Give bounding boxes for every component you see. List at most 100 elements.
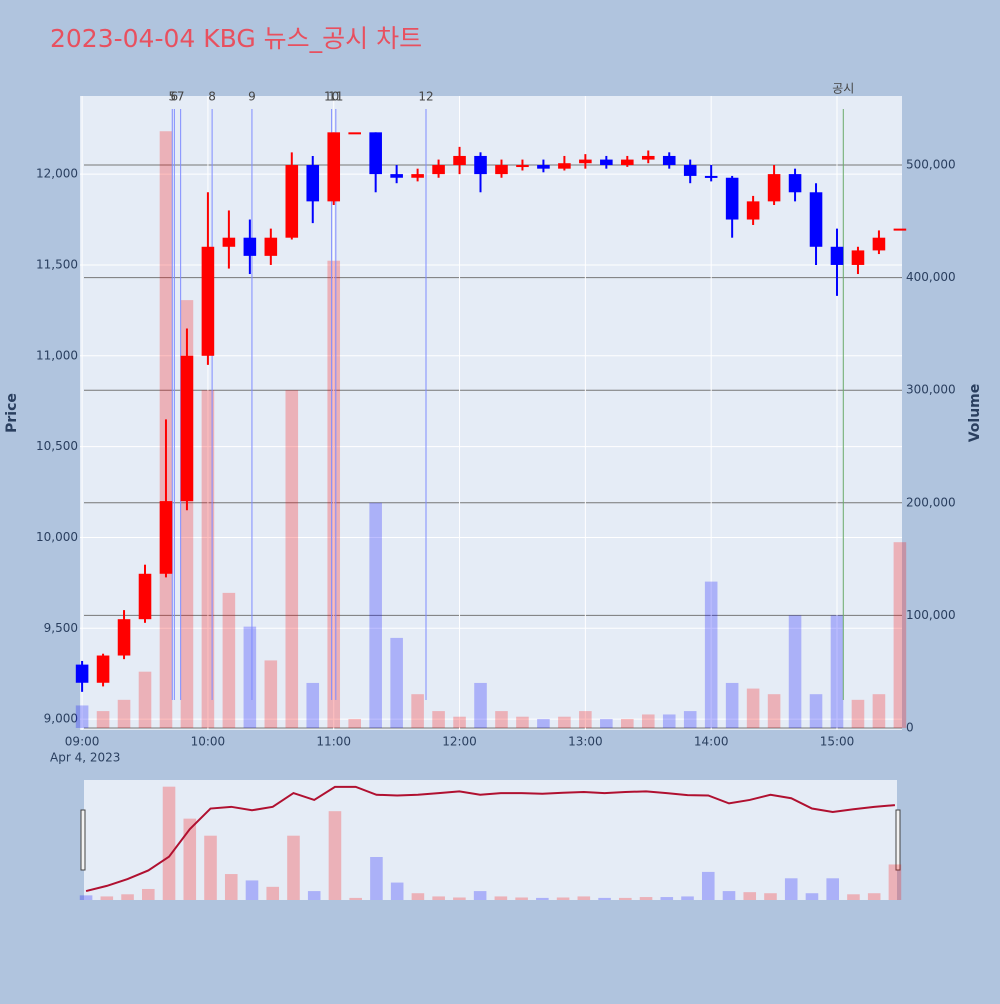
candle-body [222, 237, 236, 247]
slider-volume-bar [701, 871, 715, 900]
volume-bar [767, 694, 781, 728]
candle-body [725, 177, 739, 220]
candle-body [579, 159, 592, 164]
volume-bar [495, 711, 508, 728]
volume-bar [621, 718, 634, 728]
y2-tick-label: 300,000 [906, 383, 956, 397]
y-tick-label: 9,000 [44, 712, 78, 726]
slider-volume-bar [390, 882, 404, 900]
candle-body [327, 132, 341, 202]
chart-title: 2023-04-04 KBG 뉴스_공시 차트 [50, 24, 422, 53]
volume-bar [558, 716, 571, 728]
slider-volume-bar [536, 897, 549, 900]
y-tick-label: 12,000 [36, 167, 78, 181]
slider-volume-bar [307, 891, 321, 900]
x-tick-label: 14:00 [694, 735, 729, 749]
candle-body [453, 155, 466, 166]
volume-bar [516, 716, 529, 728]
volume-bar [600, 718, 613, 728]
slider-volume-bar [577, 896, 591, 900]
slider-volume-bar [142, 888, 155, 900]
candle-body [893, 228, 907, 231]
volume-bar [788, 615, 802, 728]
y-tick-label: 10,500 [36, 439, 78, 453]
candle-body [537, 165, 550, 169]
x-tick-label: 09:00 [65, 735, 100, 749]
slider-volume-bar [598, 897, 611, 900]
volume-bar [830, 615, 844, 728]
slider-volume-bar [473, 891, 487, 900]
slider-volume-bar [826, 878, 839, 900]
candle-body [558, 163, 571, 169]
candle-body [75, 664, 89, 683]
candle-body [390, 174, 403, 178]
event-label: 10 [324, 90, 339, 104]
x-tick-label: 12:00 [442, 735, 477, 749]
candle-body [830, 246, 844, 265]
slider-volume-bar [245, 880, 259, 900]
slider-volume-bar [224, 874, 238, 900]
candle-body [306, 165, 320, 202]
event-label: 9 [248, 90, 256, 104]
candle-body [243, 237, 257, 256]
slider-volume-bar [411, 893, 425, 900]
y2-tick-label: 0 [906, 720, 914, 734]
slider-volume-bar [204, 835, 217, 900]
y2-tick-label: 500,000 [906, 158, 956, 172]
volume-bar [851, 699, 865, 728]
slider-volume-bar [287, 835, 300, 900]
volume-bar [117, 699, 131, 728]
volume-bar [662, 714, 676, 728]
y-tick-label: 9,500 [44, 621, 78, 635]
volume-bar [579, 711, 592, 728]
candle-body [809, 192, 823, 247]
y2-tick-label: 200,000 [906, 495, 956, 509]
volume-bar [683, 711, 697, 728]
candle-body [788, 174, 802, 193]
x-tick-label: 15:00 [820, 735, 855, 749]
volume-bar [390, 637, 403, 728]
candle-body [516, 165, 529, 168]
candle-body [411, 174, 424, 178]
range-slider[interactable] [84, 780, 897, 900]
slider-volume-bar [266, 886, 280, 900]
y-tick-label: 11,000 [36, 348, 78, 362]
x-tick-label: 10:00 [191, 735, 226, 749]
slider-volume-bar [349, 897, 362, 900]
event-label: 5 [168, 90, 176, 104]
slider-volume-bar [681, 896, 694, 900]
range-handle-right[interactable] [895, 809, 901, 871]
candle-body [159, 501, 173, 574]
candle-body [746, 201, 760, 220]
volume-bar [138, 671, 152, 728]
slider-volume-bar [328, 811, 342, 900]
candle-body [621, 159, 634, 166]
volume-bar [306, 682, 320, 728]
volume-bar [725, 682, 739, 728]
candle-body [851, 250, 865, 265]
x-tick-label: 13:00 [568, 735, 603, 749]
x-sublabel: Apr 4, 2023 [50, 751, 120, 765]
volume-bar [327, 260, 341, 728]
slider-volume-bar [79, 895, 93, 900]
slider-volume-bar [784, 878, 798, 900]
candle-body [369, 132, 382, 175]
candle-body [474, 155, 487, 175]
candle-body [432, 165, 445, 175]
slider-volume-bar [432, 896, 445, 900]
y-tick-label: 10,000 [36, 530, 78, 544]
event-label: 7 [177, 90, 185, 104]
slider-volume-bar [619, 897, 632, 900]
candle-body [495, 165, 508, 175]
volume-bar [453, 716, 466, 728]
candle-body [662, 155, 676, 166]
range-handle-left[interactable] [80, 809, 86, 871]
candle-body [117, 619, 131, 656]
volume-bar [809, 694, 823, 728]
volume-bar [474, 682, 487, 728]
slider-volume-bar [556, 897, 570, 900]
volume-bar [641, 714, 655, 728]
slider-volume-bar [121, 894, 134, 900]
slider-volume-bar [743, 892, 757, 900]
